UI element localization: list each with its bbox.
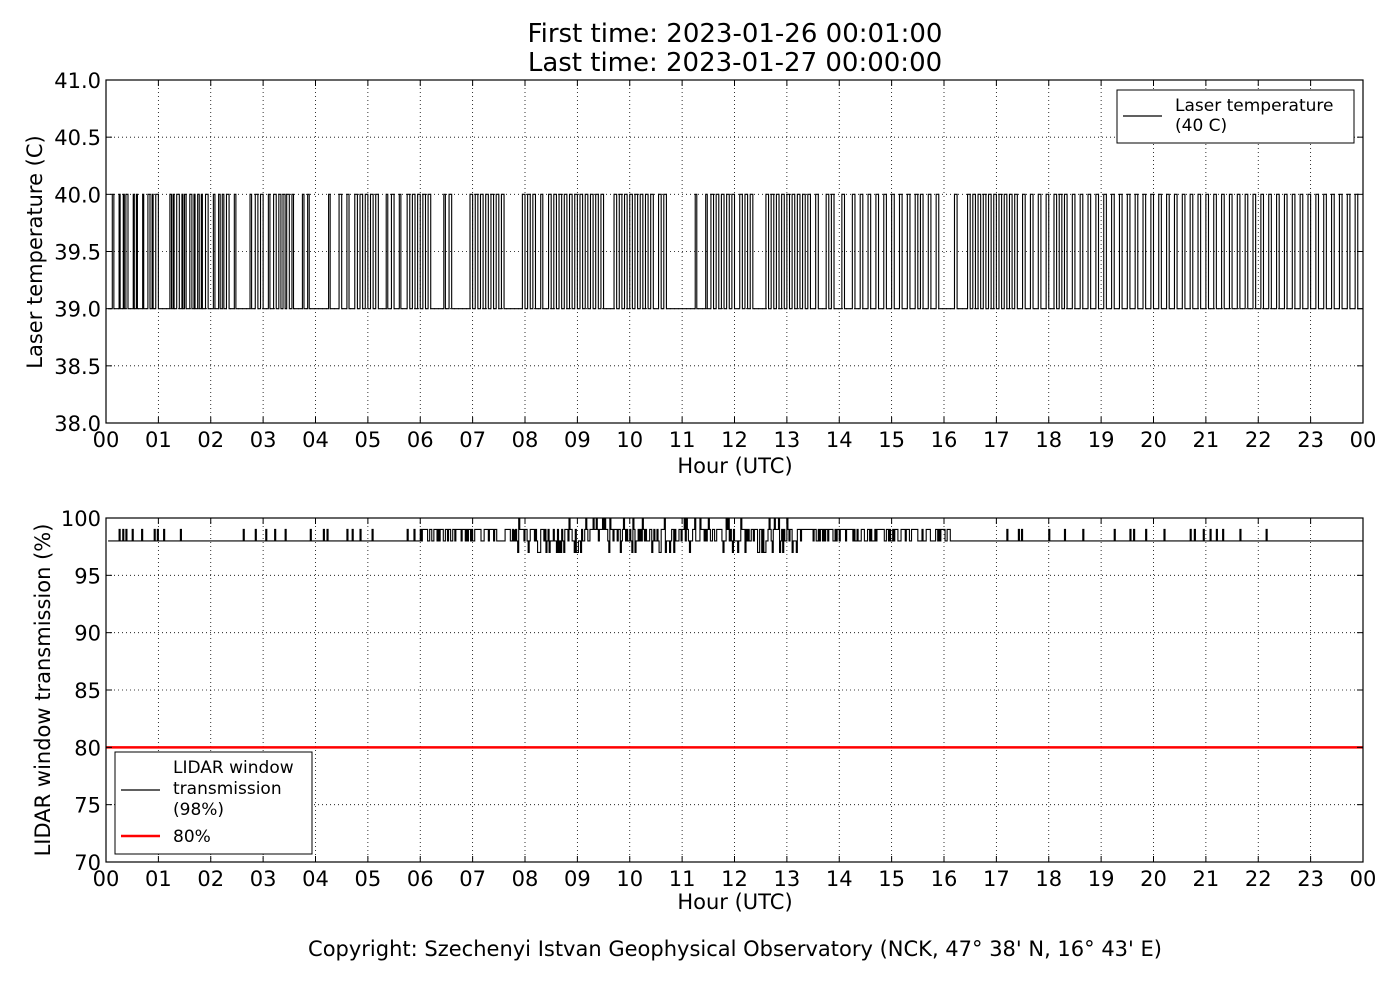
x-tick-label: 18 <box>1035 867 1062 891</box>
legend-label-transmission-line1: LIDAR window <box>173 758 294 778</box>
x-tick-label: 14 <box>826 428 853 452</box>
legend-label-transmission-line3: (98%) <box>173 800 224 820</box>
x-axis-ticks: 00 01 02 03 04 05 06 07 08 09 10 11 12 13 14 15 16 17 18 19… <box>93 518 1377 891</box>
x-tick-label: 11 <box>669 867 696 891</box>
y-tick-label: 38.0 <box>54 412 101 436</box>
x-tick-label: 16 <box>931 867 958 891</box>
x-tick-label: 04 <box>302 867 329 891</box>
x-tick-label: 12 <box>721 428 748 452</box>
x-tick-label: 03 <box>250 867 277 891</box>
chart-title-first-time: First time: 2023-01-26 00:01:00 <box>527 19 943 49</box>
x-tick-label: 07 <box>459 428 486 452</box>
x-tick-label: 00 <box>93 867 120 891</box>
x-tick-label: 00 <box>1350 867 1377 891</box>
x-tick-label: 00 <box>93 428 120 452</box>
x-tick-label: 08 <box>512 867 539 891</box>
x-tick-label: 01 <box>145 867 172 891</box>
x-tick-label: 02 <box>197 867 224 891</box>
x-tick-label: 19 <box>1088 867 1115 891</box>
x-tick-label: 23 <box>1297 428 1324 452</box>
y-axis-label: Laser temperature (C) <box>23 135 47 368</box>
x-tick-label: 20 <box>1140 867 1167 891</box>
x-tick-label: 06 <box>407 867 434 891</box>
x-tick-label: 09 <box>564 867 591 891</box>
x-tick-label: 01 <box>145 428 172 452</box>
x-tick-label: 09 <box>564 428 591 452</box>
lidar-transmission-series <box>108 517 1363 553</box>
x-tick-label: 16 <box>931 428 958 452</box>
x-tick-label: 12 <box>721 867 748 891</box>
y-tick-label: 39.0 <box>54 298 101 322</box>
y-tick-label: 80 <box>74 736 101 760</box>
x-tick-label: 15 <box>878 867 905 891</box>
x-axis-label: Hour (UTC) <box>677 890 792 914</box>
x-tick-label: 11 <box>669 428 696 452</box>
x-tick-label: 03 <box>250 428 277 452</box>
legend-label-transmission-line2: transmission <box>173 779 282 799</box>
x-tick-label: 21 <box>1193 867 1220 891</box>
x-tick-label: 04 <box>302 428 329 452</box>
x-tick-label: 19 <box>1088 428 1115 452</box>
lidar-transmission-panel: 00 01 02 03 04 05 06 07 08 09 10 11 12 13 14 15 16 17 18 19… <box>31 507 1376 914</box>
x-tick-label: 22 <box>1245 428 1272 452</box>
x-tick-label: 05 <box>355 428 382 452</box>
x-tick-label: 21 <box>1193 428 1220 452</box>
x-tick-label: 17 <box>983 867 1010 891</box>
y-tick-label: 40.0 <box>54 183 101 207</box>
x-tick-label: 07 <box>459 867 486 891</box>
x-tick-label: 05 <box>355 867 382 891</box>
x-tick-label: 22 <box>1245 867 1272 891</box>
x-tick-label: 20 <box>1140 428 1167 452</box>
y-axis-label: LIDAR window transmission (%) <box>31 524 55 857</box>
x-tick-label: 10 <box>616 428 643 452</box>
y-tick-label: 38.5 <box>54 355 101 379</box>
x-tick-label: 13 <box>774 428 801 452</box>
y-axis-ticks: 38.0 38.5 39.0 39.5 40.0 40.5 41.0 <box>54 69 1363 436</box>
laser-temperature-line <box>108 193 1363 310</box>
x-axis-label: Hour (UTC) <box>677 454 792 478</box>
chart-title-last-time: Last time: 2023-01-27 00:00:00 <box>527 48 943 78</box>
y-tick-label: 39.5 <box>54 241 101 265</box>
x-tick-label: 02 <box>197 428 224 452</box>
x-tick-label: 23 <box>1297 867 1324 891</box>
x-tick-label: 00 <box>1350 428 1377 452</box>
legend: Laser temperature (40 C) <box>1116 89 1355 144</box>
y-axis-ticks: 70 75 80 85 90 95 100 <box>61 507 1363 875</box>
y-tick-label: 41.0 <box>54 69 101 93</box>
legend-label-80: 80% <box>173 827 211 847</box>
y-tick-label: 85 <box>74 679 101 703</box>
legend-label-laser-line1: Laser temperature <box>1175 96 1333 116</box>
legend-label-laser-line2: (40 C) <box>1175 116 1227 136</box>
x-tick-label: 10 <box>616 867 643 891</box>
x-tick-label: 15 <box>878 428 905 452</box>
lidar-transmission-line <box>108 517 1363 553</box>
x-tick-label: 06 <box>407 428 434 452</box>
x-tick-label: 17 <box>983 428 1010 452</box>
y-tick-label: 40.5 <box>54 126 101 150</box>
laser-temperature-series <box>108 193 1363 310</box>
x-tick-label: 13 <box>774 867 801 891</box>
x-axis-ticks: 00 01 02 03 04 05 06 07 08 09 10 11 12 13 14 15 16 17 18 19… <box>93 80 1377 452</box>
laser-temperature-panel: 00 01 02 03 04 05 06 07 08 09 10 11 12 13 14 15 16 17 18 19… <box>23 69 1376 478</box>
legend: LIDAR window transmission (98%) 80% <box>114 751 313 855</box>
y-tick-label: 70 <box>74 851 101 875</box>
x-tick-label: 18 <box>1035 428 1062 452</box>
y-tick-label: 90 <box>74 622 101 646</box>
copyright-footer: Copyright: Szechenyi Istvan Geophysical … <box>308 937 1162 961</box>
y-tick-label: 75 <box>74 794 101 818</box>
y-tick-label: 100 <box>61 507 101 531</box>
x-tick-label: 08 <box>512 428 539 452</box>
y-tick-label: 95 <box>74 564 101 588</box>
x-tick-label: 14 <box>826 867 853 891</box>
